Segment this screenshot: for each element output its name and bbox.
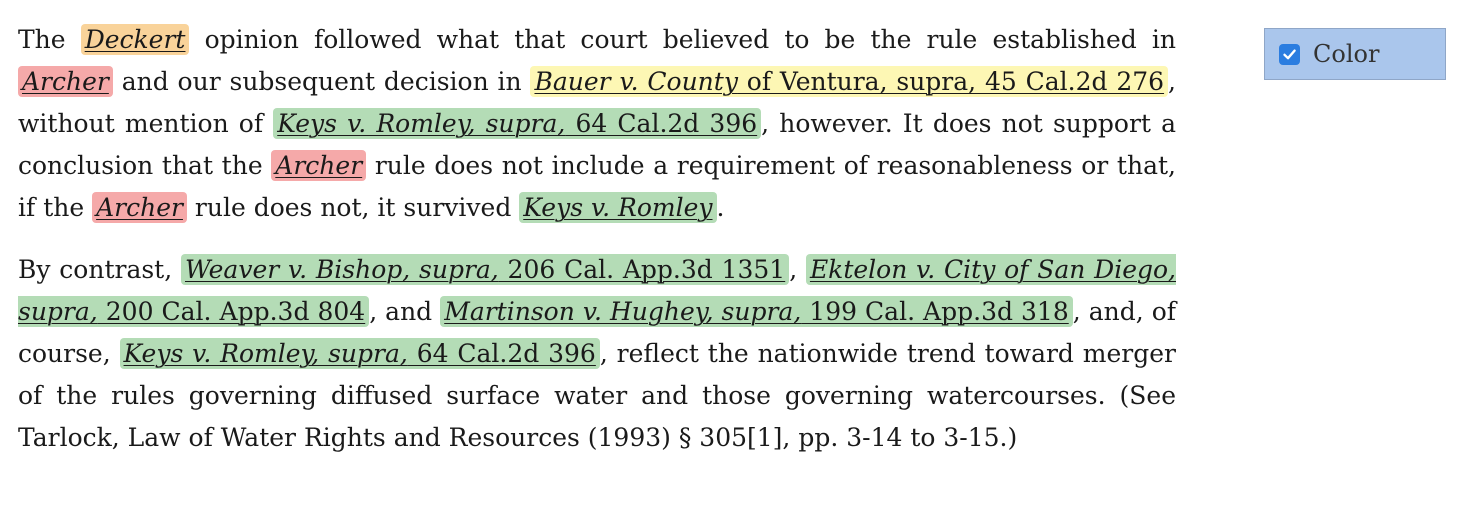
case-name: Archer: [22, 67, 109, 96]
text-segment: ,: [789, 255, 806, 284]
color-toggle-label: Color: [1313, 40, 1380, 68]
text-segment: By contrast,: [18, 255, 181, 284]
citation-deckert[interactable]: Deckert: [80, 24, 190, 55]
text-segment: rule does not, it survived: [186, 193, 520, 222]
citation-keys-romley[interactable]: Keys v. Romley, supra, 64 Cal.2d 396: [119, 338, 600, 369]
text-segment: , and: [369, 297, 441, 326]
opinion-text: The Deckert opinion followed what that c…: [18, 19, 1176, 479]
text-segment: .: [716, 193, 725, 222]
checkmark-icon: [1283, 48, 1296, 59]
citation-archer[interactable]: Archer: [92, 192, 187, 223]
text-segment: , without mention of: [18, 67, 1176, 138]
text-segment: , reflect the nationwide trend toward me…: [18, 339, 1176, 452]
text-segment: rule does not include a requirement of r…: [18, 151, 1176, 222]
case-name: Keys v. Romley, supra,: [123, 339, 408, 368]
case-name: Archer: [275, 151, 363, 180]
citation-martinson[interactable]: Martinson v. Hughey, supra, 199 Cal. App…: [440, 296, 1073, 327]
text-segment: and our subsequent decision in: [112, 67, 531, 96]
citation-reporter: of Ventura, supra, 45 Cal.2d 276: [737, 67, 1165, 96]
citation-archer[interactable]: Archer: [18, 66, 113, 97]
text-segment: , and, of course,: [18, 297, 1176, 368]
text-segment: , however. It does not support a conclus…: [18, 109, 1176, 180]
citation-bauer[interactable]: Bauer v. County of Ventura, supra, 45 Ca…: [530, 66, 1169, 97]
case-name: Bauer v. County: [534, 67, 738, 96]
paragraph-1: The Deckert opinion followed what that c…: [18, 19, 1176, 229]
case-name: Weaver v. Bishop, supra,: [184, 255, 499, 284]
citation-keys-romley[interactable]: Keys v. Romley, supra, 64 Cal.2d 396: [273, 108, 762, 139]
color-toggle[interactable]: Color: [1264, 28, 1446, 80]
citation-reporter: 199 Cal. App.3d 318: [801, 297, 1069, 326]
case-name: Keys v. Romley, supra,: [277, 109, 566, 138]
case-name: Deckert: [84, 25, 186, 54]
case-name: Martinson v. Hughey, supra,: [444, 297, 802, 326]
citation-weaver[interactable]: Weaver v. Bishop, supra, 206 Cal. App.3d…: [180, 254, 790, 285]
case-name: Keys v. Romley: [523, 193, 713, 222]
citation-reporter: 206 Cal. App.3d 1351: [498, 255, 786, 284]
citation-keys-romley[interactable]: Keys v. Romley: [519, 192, 717, 223]
color-checkbox[interactable]: [1279, 43, 1300, 65]
citation-reporter: 200 Cal. App.3d 804: [97, 297, 366, 326]
text-segment: The: [18, 25, 81, 54]
case-name: Ektelon v. City of San Diego, supra,: [18, 255, 1176, 326]
case-name: Archer: [96, 193, 183, 222]
paragraph-2: By contrast, Weaver v. Bishop, supra, 20…: [18, 249, 1176, 459]
citation-reporter: 64 Cal.2d 396: [407, 339, 596, 368]
text-segment: opinion followed what that court believe…: [189, 25, 1176, 54]
citation-reporter: 64 Cal.2d 396: [565, 109, 758, 138]
citation-archer[interactable]: Archer: [271, 150, 367, 181]
